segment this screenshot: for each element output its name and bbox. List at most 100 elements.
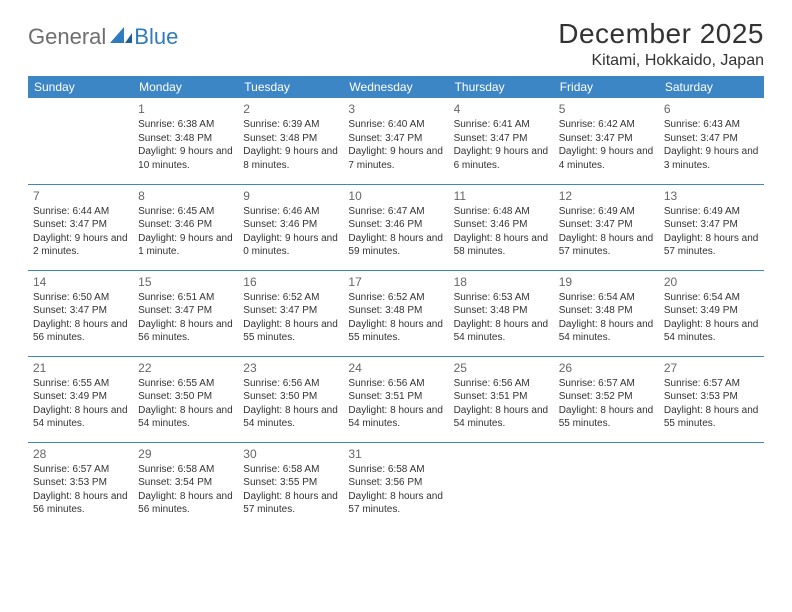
calendar-day-cell: 24Sunrise: 6:56 AMSunset: 3:51 PMDayligh…: [343, 356, 448, 442]
calendar-day-cell: 29Sunrise: 6:58 AMSunset: 3:54 PMDayligh…: [133, 442, 238, 528]
calendar-day-cell: 30Sunrise: 6:58 AMSunset: 3:55 PMDayligh…: [238, 442, 343, 528]
weekday-header: Tuesday: [238, 76, 343, 98]
day-number: 13: [664, 188, 759, 204]
sunset-line: Sunset: 3:47 PM: [559, 218, 654, 232]
daylight-line: Daylight: 9 hours and 10 minutes.: [138, 145, 233, 172]
daylight-line: Daylight: 8 hours and 54 minutes.: [664, 318, 759, 345]
weekday-header-row: SundayMondayTuesdayWednesdayThursdayFrid…: [28, 76, 764, 98]
daylight-line: Daylight: 8 hours and 55 minutes.: [559, 404, 654, 431]
daylight-line: Daylight: 8 hours and 55 minutes.: [664, 404, 759, 431]
sunset-line: Sunset: 3:48 PM: [348, 304, 443, 318]
calendar-table: SundayMondayTuesdayWednesdayThursdayFrid…: [28, 76, 764, 528]
sunrise-line: Sunrise: 6:56 AM: [243, 377, 338, 391]
day-number: 10: [348, 188, 443, 204]
sunrise-line: Sunrise: 6:44 AM: [33, 205, 128, 219]
day-number: 25: [454, 360, 549, 376]
calendar-day-cell: 22Sunrise: 6:55 AMSunset: 3:50 PMDayligh…: [133, 356, 238, 442]
sunset-line: Sunset: 3:46 PM: [243, 218, 338, 232]
daylight-line: Daylight: 8 hours and 56 minutes.: [138, 490, 233, 517]
calendar-day-cell: 21Sunrise: 6:55 AMSunset: 3:49 PMDayligh…: [28, 356, 133, 442]
sunrise-line: Sunrise: 6:43 AM: [664, 118, 759, 132]
calendar-empty-cell: [554, 442, 659, 528]
calendar-day-cell: 25Sunrise: 6:56 AMSunset: 3:51 PMDayligh…: [449, 356, 554, 442]
daylight-line: Daylight: 9 hours and 8 minutes.: [243, 145, 338, 172]
weekday-header: Monday: [133, 76, 238, 98]
daylight-line: Daylight: 8 hours and 54 minutes.: [559, 318, 654, 345]
calendar-day-cell: 11Sunrise: 6:48 AMSunset: 3:46 PMDayligh…: [449, 184, 554, 270]
daylight-line: Daylight: 8 hours and 57 minutes.: [559, 232, 654, 259]
sunset-line: Sunset: 3:46 PM: [138, 218, 233, 232]
calendar-empty-cell: [449, 442, 554, 528]
day-number: 30: [243, 446, 338, 462]
sunrise-line: Sunrise: 6:56 AM: [348, 377, 443, 391]
day-number: 3: [348, 101, 443, 117]
calendar-day-cell: 9Sunrise: 6:46 AMSunset: 3:46 PMDaylight…: [238, 184, 343, 270]
day-number: 22: [138, 360, 233, 376]
day-number: 5: [559, 101, 654, 117]
daylight-line: Daylight: 9 hours and 1 minute.: [138, 232, 233, 259]
location-label: Kitami, Hokkaido, Japan: [558, 52, 764, 70]
sunset-line: Sunset: 3:47 PM: [243, 304, 338, 318]
calendar-day-cell: 23Sunrise: 6:56 AMSunset: 3:50 PMDayligh…: [238, 356, 343, 442]
daylight-line: Daylight: 8 hours and 54 minutes.: [243, 404, 338, 431]
sunrise-line: Sunrise: 6:54 AM: [559, 291, 654, 305]
sunset-line: Sunset: 3:47 PM: [454, 132, 549, 146]
calendar-day-cell: 14Sunrise: 6:50 AMSunset: 3:47 PMDayligh…: [28, 270, 133, 356]
sunset-line: Sunset: 3:50 PM: [138, 390, 233, 404]
daylight-line: Daylight: 8 hours and 59 minutes.: [348, 232, 443, 259]
calendar-day-cell: 6Sunrise: 6:43 AMSunset: 3:47 PMDaylight…: [659, 98, 764, 184]
sunset-line: Sunset: 3:51 PM: [454, 390, 549, 404]
sunrise-line: Sunrise: 6:38 AM: [138, 118, 233, 132]
sunset-line: Sunset: 3:51 PM: [348, 390, 443, 404]
day-number: 12: [559, 188, 654, 204]
weekday-header: Thursday: [449, 76, 554, 98]
calendar-day-cell: 17Sunrise: 6:52 AMSunset: 3:48 PMDayligh…: [343, 270, 448, 356]
sunrise-line: Sunrise: 6:41 AM: [454, 118, 549, 132]
calendar-day-cell: 2Sunrise: 6:39 AMSunset: 3:48 PMDaylight…: [238, 98, 343, 184]
daylight-line: Daylight: 8 hours and 56 minutes.: [33, 318, 128, 345]
sunrise-line: Sunrise: 6:40 AM: [348, 118, 443, 132]
sunrise-line: Sunrise: 6:52 AM: [243, 291, 338, 305]
calendar-day-cell: 15Sunrise: 6:51 AMSunset: 3:47 PMDayligh…: [133, 270, 238, 356]
sunrise-line: Sunrise: 6:53 AM: [454, 291, 549, 305]
day-number: 18: [454, 274, 549, 290]
sunset-line: Sunset: 3:56 PM: [348, 476, 443, 490]
day-number: 1: [138, 101, 233, 117]
day-number: 23: [243, 360, 338, 376]
calendar-day-cell: 20Sunrise: 6:54 AMSunset: 3:49 PMDayligh…: [659, 270, 764, 356]
sunset-line: Sunset: 3:52 PM: [559, 390, 654, 404]
day-number: 9: [243, 188, 338, 204]
sunrise-line: Sunrise: 6:57 AM: [33, 463, 128, 477]
sunset-line: Sunset: 3:48 PM: [243, 132, 338, 146]
sunrise-line: Sunrise: 6:42 AM: [559, 118, 654, 132]
weekday-header: Sunday: [28, 76, 133, 98]
sunrise-line: Sunrise: 6:57 AM: [559, 377, 654, 391]
day-number: 14: [33, 274, 128, 290]
sunset-line: Sunset: 3:55 PM: [243, 476, 338, 490]
daylight-line: Daylight: 8 hours and 55 minutes.: [243, 318, 338, 345]
calendar-day-cell: 4Sunrise: 6:41 AMSunset: 3:47 PMDaylight…: [449, 98, 554, 184]
day-number: 24: [348, 360, 443, 376]
calendar-empty-cell: [659, 442, 764, 528]
day-number: 19: [559, 274, 654, 290]
calendar-empty-cell: [28, 98, 133, 184]
sunset-line: Sunset: 3:47 PM: [33, 218, 128, 232]
calendar-day-cell: 19Sunrise: 6:54 AMSunset: 3:48 PMDayligh…: [554, 270, 659, 356]
calendar-day-cell: 31Sunrise: 6:58 AMSunset: 3:56 PMDayligh…: [343, 442, 448, 528]
sunset-line: Sunset: 3:48 PM: [138, 132, 233, 146]
sunset-line: Sunset: 3:53 PM: [33, 476, 128, 490]
daylight-line: Daylight: 9 hours and 3 minutes.: [664, 145, 759, 172]
sunrise-line: Sunrise: 6:49 AM: [559, 205, 654, 219]
calendar-row: 14Sunrise: 6:50 AMSunset: 3:47 PMDayligh…: [28, 270, 764, 356]
daylight-line: Daylight: 8 hours and 56 minutes.: [138, 318, 233, 345]
calendar-day-cell: 10Sunrise: 6:47 AMSunset: 3:46 PMDayligh…: [343, 184, 448, 270]
sunset-line: Sunset: 3:53 PM: [664, 390, 759, 404]
calendar-day-cell: 7Sunrise: 6:44 AMSunset: 3:47 PMDaylight…: [28, 184, 133, 270]
sunset-line: Sunset: 3:54 PM: [138, 476, 233, 490]
day-number: 26: [559, 360, 654, 376]
daylight-line: Daylight: 8 hours and 54 minutes.: [454, 318, 549, 345]
daylight-line: Daylight: 8 hours and 55 minutes.: [348, 318, 443, 345]
calendar-row: 7Sunrise: 6:44 AMSunset: 3:47 PMDaylight…: [28, 184, 764, 270]
sunrise-line: Sunrise: 6:55 AM: [33, 377, 128, 391]
sunrise-line: Sunrise: 6:45 AM: [138, 205, 233, 219]
